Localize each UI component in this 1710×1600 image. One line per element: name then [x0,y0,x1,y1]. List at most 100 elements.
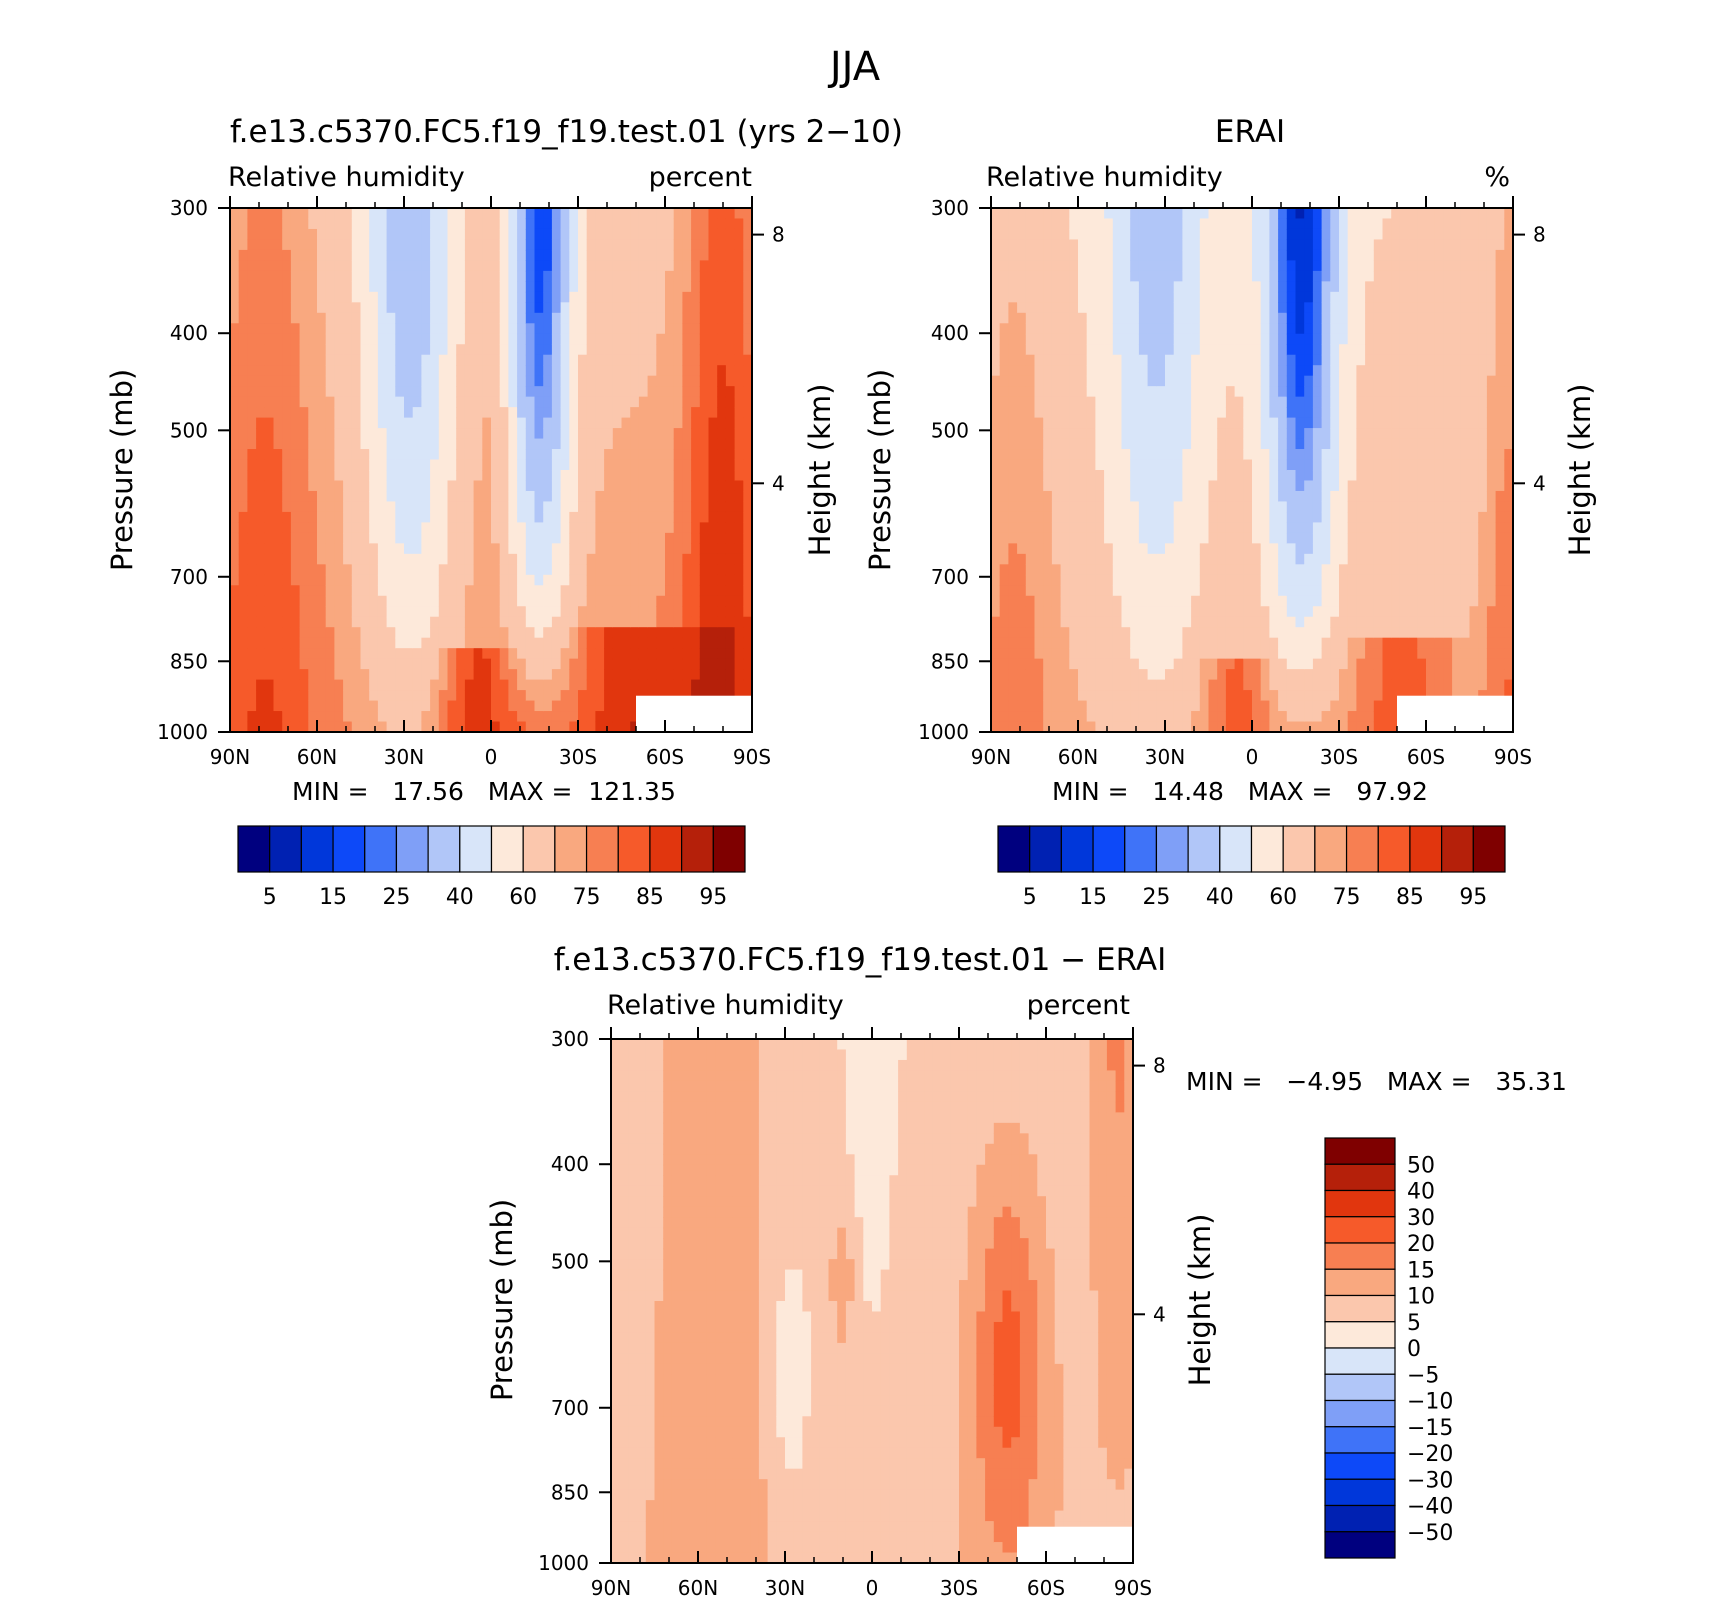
contour-cell [1008,459,1018,471]
contour-cell [1043,532,1053,544]
contour-cell [1295,690,1305,702]
contour-cell [647,449,657,461]
contour-cell [473,449,483,461]
contour-cell [377,543,388,555]
contour-cell [699,606,710,618]
contour-cell [1295,365,1305,377]
colorbar-swatch [332,825,366,873]
contour-cell [1060,480,1070,492]
contour-cell [534,218,544,230]
contour-cell [1121,291,1131,303]
contour-cell [377,302,388,314]
contour-cell [578,658,588,670]
contour-cell [560,595,570,607]
contour-cell [1008,218,1018,230]
contour-cell [1147,511,1157,523]
contour-cell [665,532,675,544]
contour-cell [1312,574,1323,586]
contour-cell [743,690,753,702]
contour-cell [1104,386,1114,398]
contour-cell [464,658,475,670]
contour-cell [473,208,483,220]
contour-cell [699,249,710,261]
contour-cell [1243,365,1253,377]
contour-cell [447,281,457,293]
contour-cell [430,407,440,419]
model-left-label: Relative humidity [228,162,465,193]
contour-cell [1182,449,1192,461]
contour-cell [1234,658,1244,670]
contour-cell [1043,260,1053,272]
contour-cell [595,501,605,513]
contour-cell [464,690,475,702]
contour-cell [638,323,649,335]
contour-cell [508,669,518,681]
contour-cell [560,553,570,565]
contour-cell [1017,291,1027,303]
contour-cell [1025,616,1036,628]
contour-cell [299,616,309,628]
contour-cell [317,344,327,356]
contour-cell [325,239,335,251]
contour-cell [230,585,240,597]
contour-cell [734,375,744,387]
contour-cell [1304,365,1314,377]
contour-cell [1078,428,1088,440]
contour-cell [1156,239,1166,251]
obs-left-label: Relative humidity [986,162,1223,193]
contour-cell [1156,459,1166,471]
contour-cell [1199,679,1210,691]
contour-cell [1173,354,1183,366]
contour-cell [395,490,405,503]
contour-cell [991,470,1001,482]
contour-cell [743,522,753,534]
contour-cell [299,449,309,461]
contour-cell [691,480,701,492]
contour-cell [1008,522,1018,534]
contour-cell [1286,543,1297,555]
contour-cell [734,606,744,618]
contour-cell [517,480,527,492]
contour-cell [482,239,492,251]
contour-cell [543,239,553,251]
contour-cell [551,312,562,324]
contour-cell [1017,323,1027,335]
contour-cell [1234,543,1244,555]
contour-cell [1034,553,1044,565]
contour-cell [656,365,666,377]
contour-cell [325,711,335,723]
contour-cell [673,690,683,702]
contour-cell [1130,690,1140,702]
contour-cell [1234,396,1244,408]
contour-cell [1199,658,1210,670]
contour-cell [412,260,422,272]
contour-cell [282,637,292,649]
contour-cell [464,711,475,723]
contour-cell [1217,616,1227,628]
contour-cell [534,553,544,565]
contour-cell [264,333,275,345]
contour-cell [1173,627,1183,639]
colorbar-swatch [681,825,714,873]
contour-cell [508,449,518,461]
contour-cell [299,721,309,733]
contour-cell [447,480,457,492]
contour-cell [1086,228,1096,241]
contour-cell [1295,228,1305,241]
contour-cell [638,606,649,618]
contour-cell [1017,312,1027,324]
contour-cell [282,606,292,618]
contour-cell [464,438,475,450]
contour-cell [1304,312,1314,324]
contour-cell [230,365,240,377]
contour-cell [369,606,379,618]
contour-cell [264,658,275,670]
contour-cell [682,511,692,523]
contour-cell [230,281,240,293]
contour-cell [1060,459,1070,471]
contour-cell [325,543,335,555]
contour-cell [273,438,283,450]
contour-cell [1034,690,1044,702]
contour-cell [430,480,440,492]
contour-cell [1025,375,1036,387]
